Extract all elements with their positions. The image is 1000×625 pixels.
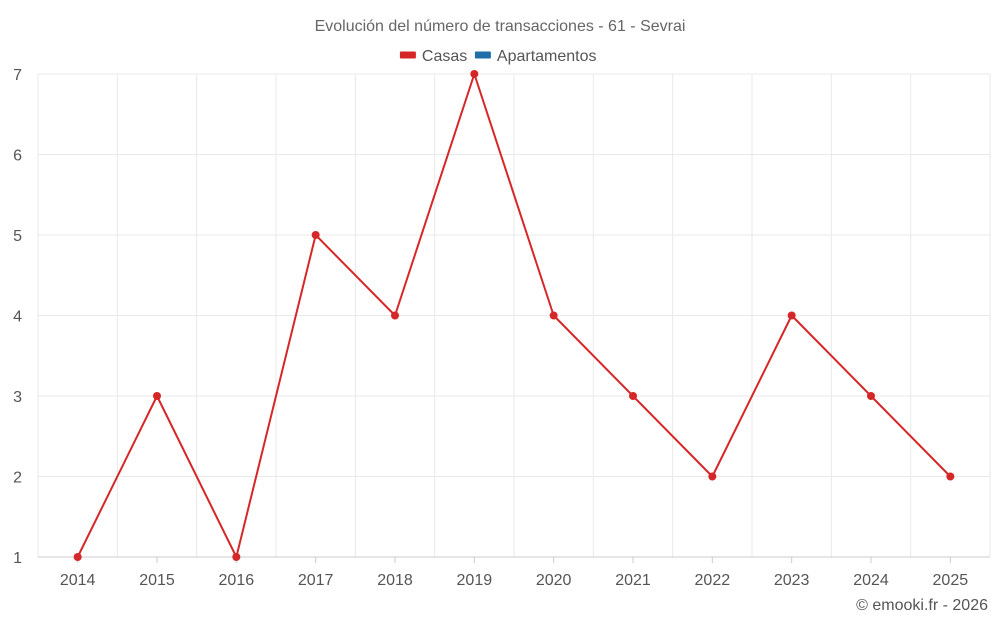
data-point[interactable]	[311, 231, 320, 239]
x-tick-label: 2020	[536, 572, 572, 589]
series-layer	[73, 70, 955, 561]
y-tick-label: 5	[13, 228, 22, 245]
legend[interactable]: Casas Apartamentos	[399, 48, 597, 65]
y-tick-label: 7	[13, 67, 22, 84]
x-tick-label: 2024	[853, 572, 889, 589]
data-point[interactable]	[867, 392, 875, 400]
data-point[interactable]	[470, 70, 479, 78]
data-point[interactable]	[708, 472, 717, 481]
y-tick-label: 2	[13, 470, 22, 487]
credit-text: © emooki.fr - 2026	[856, 597, 988, 614]
x-tick-label: 2023	[774, 572, 810, 589]
x-tick-label: 2014	[60, 572, 96, 589]
legend-swatch	[399, 51, 416, 59]
y-tick-label: 4	[13, 309, 22, 326]
data-point[interactable]	[629, 392, 637, 400]
legend-label: Casas	[422, 48, 467, 65]
legend-swatch	[474, 51, 491, 59]
legend-label: Apartamentos	[497, 48, 597, 65]
data-point[interactable]	[391, 311, 399, 320]
chart-title: Evolución del número de transacciones - …	[315, 18, 686, 35]
data-point[interactable]	[232, 553, 241, 561]
data-point[interactable]	[946, 472, 955, 481]
y-tick-label: 6	[13, 148, 22, 165]
grid	[37, 73, 991, 557]
x-tick-label: 2015	[139, 572, 175, 589]
x-tick-label: 2022	[695, 572, 731, 589]
x-tick-label: 2025	[933, 572, 969, 589]
data-point[interactable]	[787, 311, 796, 320]
x-tick-label: 2016	[219, 572, 255, 589]
x-tick-label: 2019	[457, 572, 493, 589]
legend-item-apartamentos[interactable]: Apartamentos	[474, 48, 597, 65]
data-point[interactable]	[73, 553, 82, 561]
x-tick-label: 2017	[298, 572, 334, 589]
series-line-casas	[76, 73, 952, 558]
title-area: Evolución del número de transacciones - …	[315, 18, 686, 35]
y-tick-label: 3	[13, 389, 22, 406]
axes: 1 2 3 4 5 6 7 2014 2015 2016 2017 2018 2019 2020 2021 2…	[13, 67, 990, 589]
data-point[interactable]	[549, 311, 558, 320]
y-tick-label: 1	[13, 550, 22, 567]
data-point[interactable]	[153, 392, 161, 400]
x-tick-label: 2018	[377, 572, 413, 589]
x-tick-label: 2021	[615, 572, 651, 589]
legend-item-casas[interactable]: Casas	[399, 48, 467, 65]
